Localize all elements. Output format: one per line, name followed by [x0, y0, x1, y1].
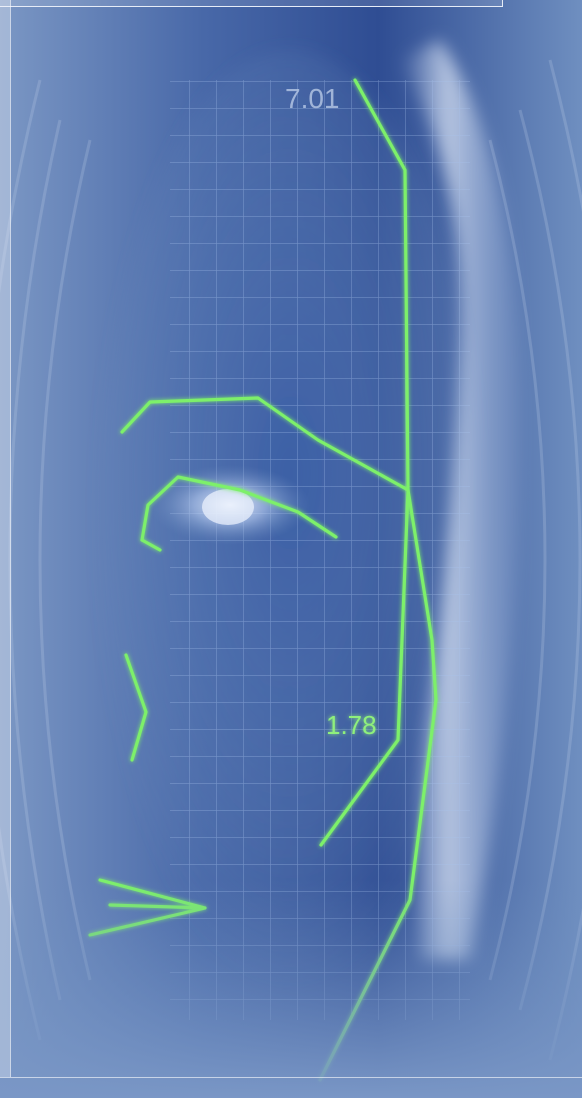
frame-bottom-edge: [0, 1077, 582, 1078]
cheek-measurement-label: 1.78: [326, 710, 377, 740]
frame-top-edge: [0, 0, 503, 7]
frame-left-edge: [0, 0, 11, 1077]
brow-trace: [120, 396, 410, 492]
eyelid-trace: [140, 475, 338, 542]
jaw-trace: [124, 653, 148, 762]
eye-corner-trace: [140, 538, 162, 552]
eye: [202, 489, 254, 525]
bottom-fade: [0, 880, 582, 1098]
measurement-grid: [170, 80, 470, 1020]
cheek-trace: [319, 488, 410, 847]
forehead-measurement-label: 7.01: [285, 83, 340, 114]
